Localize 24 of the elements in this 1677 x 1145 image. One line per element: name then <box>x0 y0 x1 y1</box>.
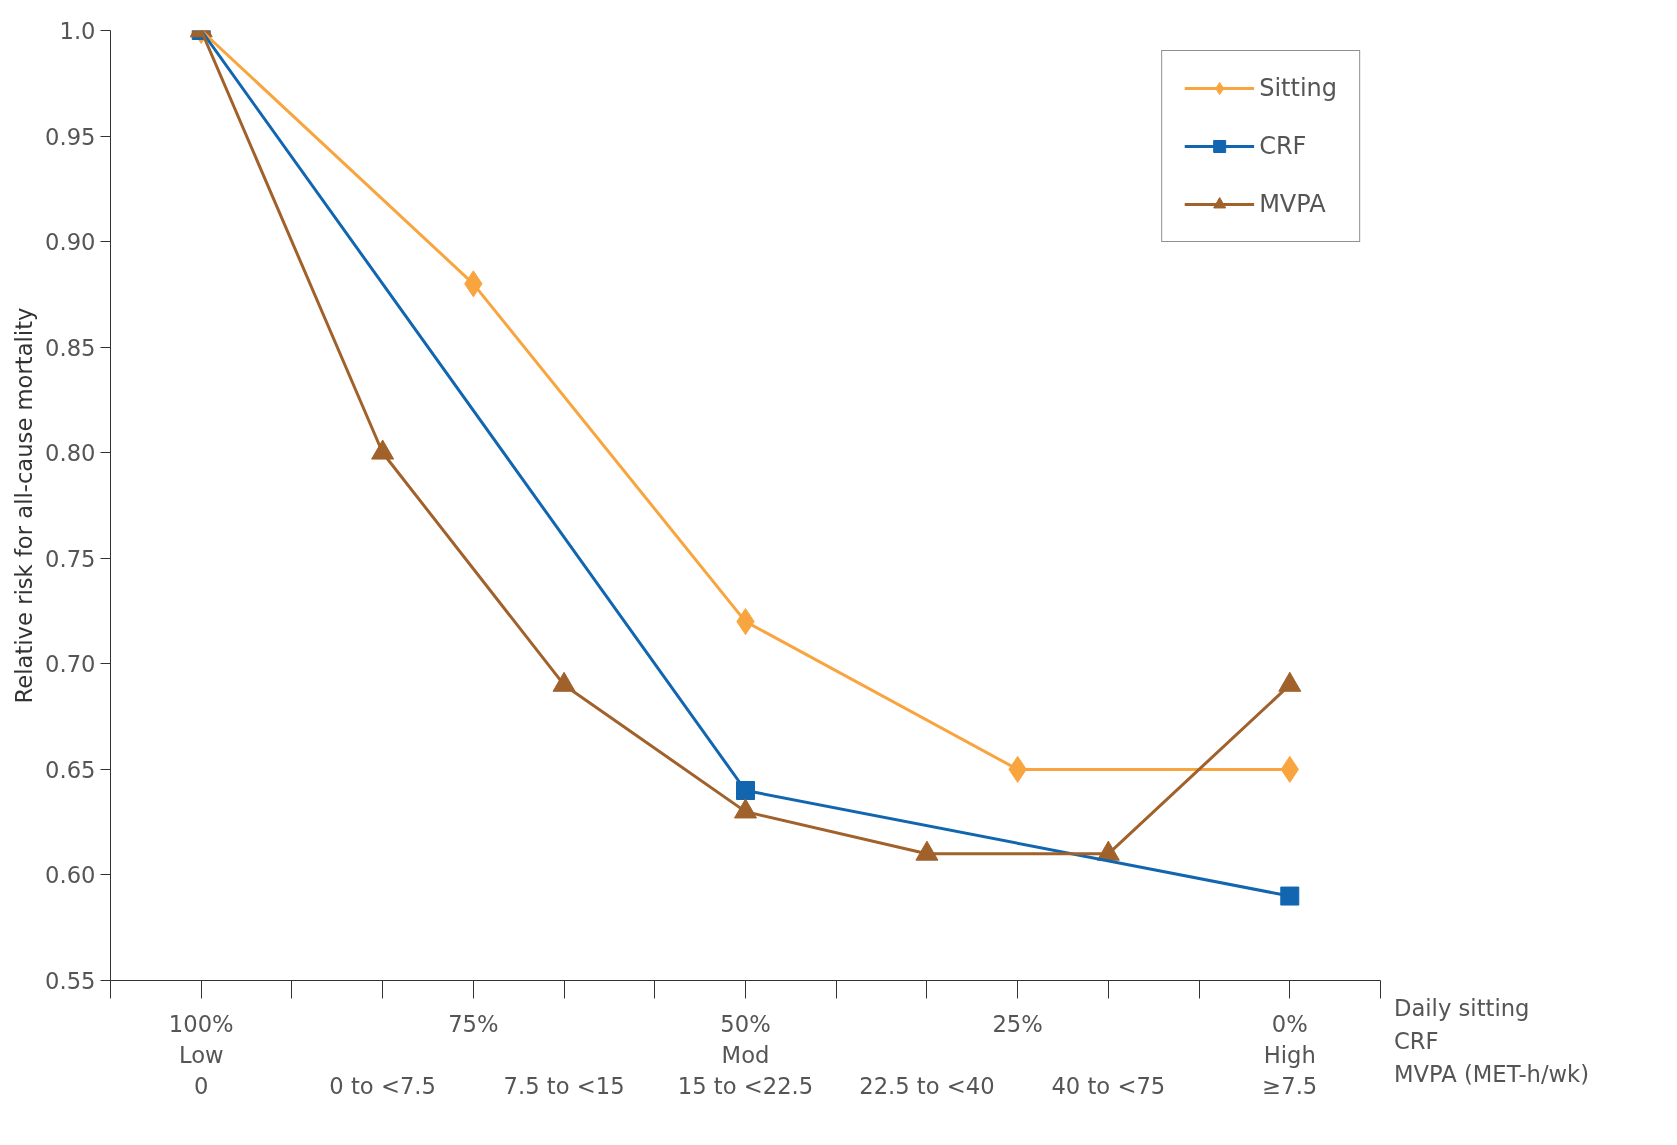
x-axis-title: Daily sitting CRF MVPA (MET-h/wk) <box>1394 994 1590 1089</box>
x-tick-label: 0 to <7.5 <box>329 1072 436 1099</box>
x-tick-label: 50% Mod 15 to <22.5 <box>677 1010 814 1099</box>
y-tick-label: 0.65 <box>45 756 96 783</box>
x-tick-label: 22.5 to <40 <box>859 1072 995 1099</box>
x-tick-label: 100% Low 0 <box>168 1010 234 1099</box>
y-tick-label: 1.0 <box>59 18 96 44</box>
legend-label: MVPA <box>1259 190 1326 218</box>
x-tick-label: 7.5 to <15 <box>503 1072 625 1099</box>
y-tick-label: 0.60 <box>45 862 96 889</box>
y-axis-title: Relative risk for all-cause mortality <box>11 307 38 704</box>
x-tick-label: 75% <box>448 1010 499 1037</box>
y-tick-label: 0.80 <box>45 440 96 467</box>
x-tick-label: 0% High ≥7.5 <box>1262 1010 1318 1099</box>
y-tick-label: 0.70 <box>45 651 96 678</box>
legend-label: Sitting <box>1259 74 1337 102</box>
y-tick-label: 0.90 <box>45 229 96 256</box>
y-tick-label: 0.85 <box>45 334 96 361</box>
y-tick-label: 0.75 <box>45 545 96 572</box>
y-tick-label: 0.95 <box>45 123 96 150</box>
y-tick-label: 0.55 <box>45 968 96 994</box>
legend-label: CRF <box>1259 132 1307 160</box>
x-tick-label: 25% <box>992 1010 1043 1037</box>
x-tick-label: 40 to <75 <box>1051 1072 1166 1099</box>
